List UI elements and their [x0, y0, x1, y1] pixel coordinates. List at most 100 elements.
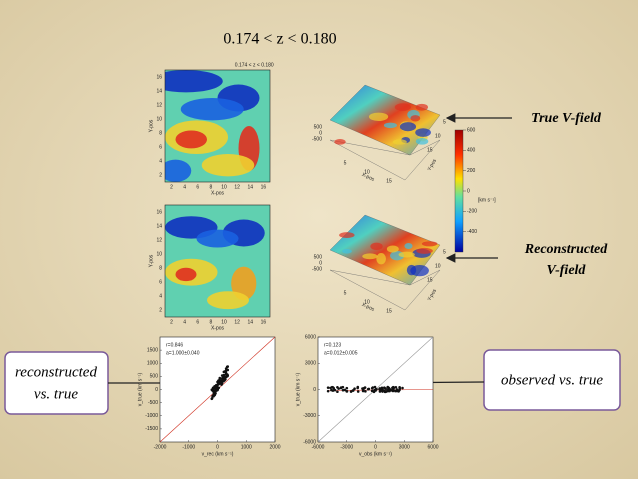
- y-tick-label: -1500: [145, 426, 158, 432]
- point: [225, 375, 229, 378]
- z-tick-label: 0: [319, 130, 322, 136]
- x-tick-label: 10: [221, 184, 227, 190]
- x-tick-label: 4: [183, 319, 186, 325]
- y-tick-label: 10: [156, 251, 162, 257]
- y-tick-label: 8: [159, 130, 162, 136]
- point: [226, 365, 230, 368]
- x-axis-label: v_obs (km s⁻¹): [359, 451, 392, 457]
- point: [380, 387, 383, 390]
- y-tick-label: 10: [435, 133, 441, 139]
- annotation: r=0.846: [166, 342, 183, 348]
- annotation: r=0.123: [324, 342, 341, 348]
- y-tick-label: 2: [159, 172, 162, 178]
- point: [383, 390, 387, 394]
- y-tick-label: 1500: [147, 347, 158, 353]
- point: [345, 386, 349, 390]
- y-tick-label: 6: [159, 279, 162, 285]
- surface-base: [329, 269, 441, 311]
- point: [224, 377, 227, 381]
- surface-peak: [410, 264, 429, 277]
- point: [387, 388, 391, 391]
- x-tick-label: 14: [248, 319, 254, 325]
- point: [390, 388, 393, 392]
- point: [341, 388, 345, 392]
- point: [395, 388, 399, 391]
- x-tick-label: -3000: [340, 444, 353, 450]
- y-tick-label: 4: [159, 158, 162, 164]
- point: [373, 385, 377, 389]
- box-text: observed vs. true: [501, 372, 603, 388]
- point: [345, 390, 349, 393]
- annotation: a=1.000±0.040: [166, 350, 200, 356]
- point: [331, 389, 335, 392]
- point: [326, 389, 330, 393]
- point: [217, 386, 221, 390]
- x-tick-label: 8: [210, 319, 213, 325]
- map-title: 0.174 < z < 0.180: [235, 62, 274, 68]
- x-tick-label: 6000: [427, 444, 438, 450]
- map-region: [196, 229, 239, 248]
- x-tick-label: 14: [248, 184, 254, 190]
- colorbar-unit: [km s⁻¹]: [478, 197, 496, 203]
- y-tick-label: 15: [427, 147, 433, 153]
- surface-peak: [334, 138, 346, 145]
- x-tick-label: 6: [196, 184, 199, 190]
- x-tick-label: 2: [170, 319, 173, 325]
- point: [213, 385, 217, 389]
- x-tick-label: 8: [210, 184, 213, 190]
- y-tick-label: 0: [155, 387, 158, 393]
- point: [215, 388, 219, 392]
- surface-peak: [368, 112, 389, 122]
- y-tick-label: 16: [156, 74, 162, 80]
- x-tick-label: 0: [216, 444, 219, 450]
- map-region: [201, 154, 255, 177]
- y-tick-label: 5: [443, 249, 446, 255]
- x-tick-label: -6000: [312, 444, 325, 450]
- point: [394, 385, 398, 389]
- x-tick-label: 1000: [241, 444, 252, 450]
- y-tick-label: 10: [156, 116, 162, 122]
- point: [351, 389, 355, 392]
- point: [218, 377, 222, 380]
- surface-peak: [383, 122, 397, 129]
- y-tick-label: 16: [156, 209, 162, 215]
- point: [326, 386, 330, 389]
- y-axis-label: Y-pos: [148, 119, 154, 132]
- surface-peak: [404, 243, 413, 250]
- point: [223, 370, 226, 373]
- surface-peak: [421, 241, 438, 247]
- point: [219, 381, 223, 385]
- point: [336, 390, 339, 394]
- z-tick-label: 500: [314, 254, 323, 260]
- point: [363, 386, 367, 389]
- surface-peak: [370, 242, 383, 251]
- point: [397, 390, 400, 393]
- surface-peak: [339, 232, 355, 238]
- x-tick-label: 16: [261, 319, 267, 325]
- point: [329, 386, 332, 390]
- y-tick-label: 3000: [305, 361, 316, 367]
- point: [361, 387, 364, 390]
- point: [361, 389, 365, 393]
- colorbar-tick-label: 400: [467, 148, 476, 154]
- point: [221, 378, 225, 382]
- map-frame: [164, 204, 271, 318]
- map-region: [175, 267, 197, 282]
- x-tick-label: -1000: [182, 444, 195, 450]
- point: [371, 386, 375, 389]
- surface-peak: [415, 128, 431, 137]
- y-tick-label: -6000: [303, 439, 316, 445]
- point: [364, 390, 367, 393]
- z-tick-label: -500: [312, 136, 322, 142]
- y-tick-label: -3000: [303, 413, 316, 419]
- callout: True V-field: [531, 111, 602, 126]
- y-tick-label: 500: [150, 374, 159, 380]
- point: [225, 373, 229, 376]
- point: [353, 387, 356, 391]
- x-tick-label: 16: [261, 184, 267, 190]
- x-tick-label: 5: [344, 290, 347, 296]
- z-tick-label: -500: [312, 266, 322, 272]
- y-tick-label: 6000: [305, 334, 316, 340]
- point: [386, 389, 389, 393]
- callout: V-field: [547, 263, 587, 278]
